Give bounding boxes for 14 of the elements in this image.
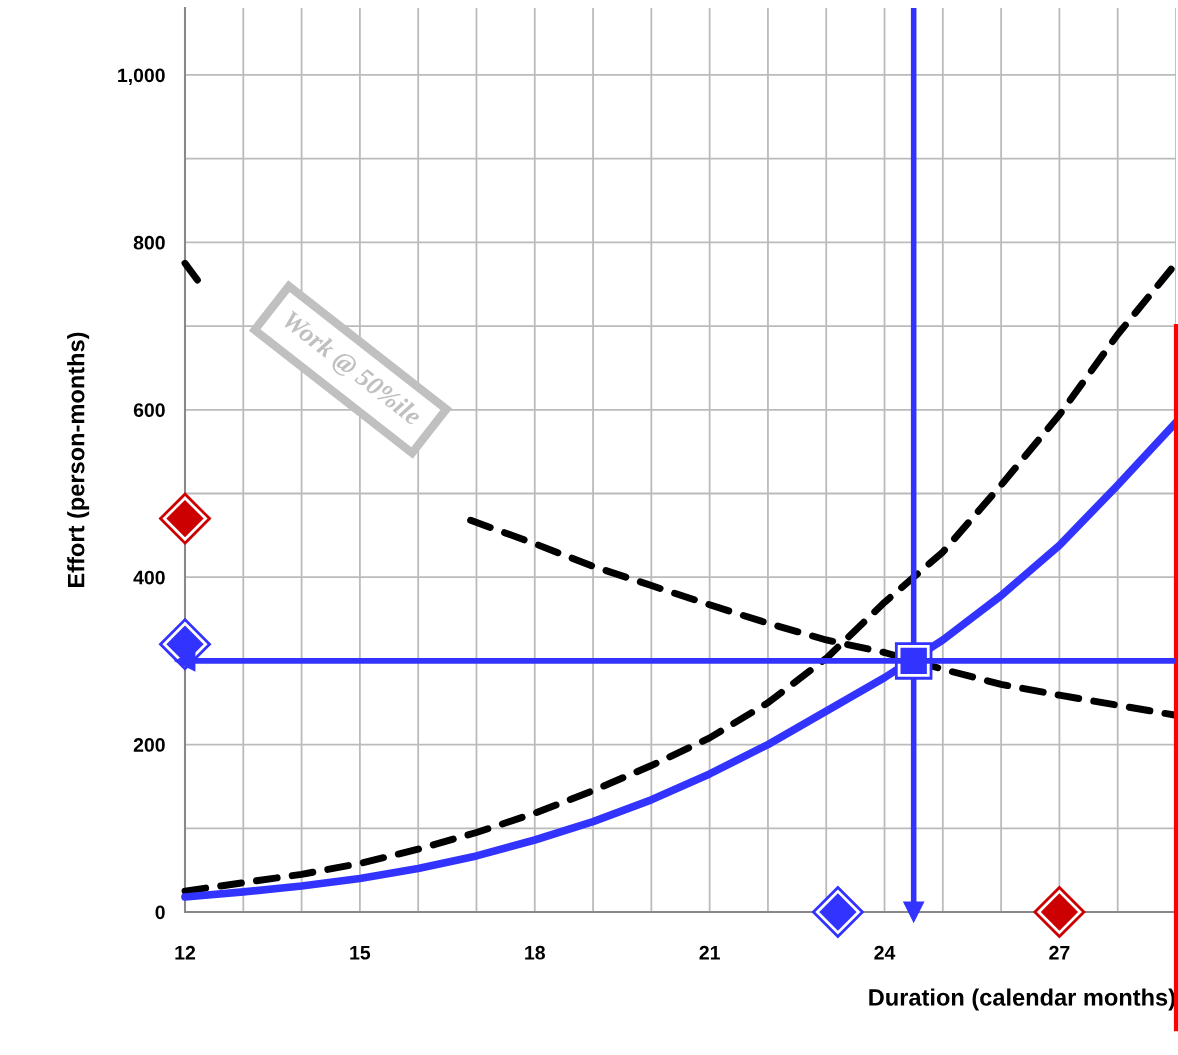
x-tick-label: 21	[699, 945, 720, 960]
x-tick-label: 15	[350, 946, 371, 960]
y-tick-label: 600	[133, 403, 165, 418]
y-tick-label: 400	[133, 570, 165, 585]
x-tick-label: 24	[874, 945, 896, 960]
y-tick-label: 1,000	[118, 68, 165, 86]
y-tick-label: 800	[133, 235, 165, 250]
y-axis-title: Effort (person-months)	[67, 332, 90, 587]
x-tick-label: 27	[1049, 945, 1070, 960]
x-tick-label: 12	[175, 945, 196, 960]
x-axis-title: Duration (calendar months)	[869, 988, 1175, 1011]
y-tick-label: 0	[155, 905, 165, 920]
y-tick-label: 200	[133, 738, 165, 752]
x-tick-label: 18	[525, 945, 545, 960]
